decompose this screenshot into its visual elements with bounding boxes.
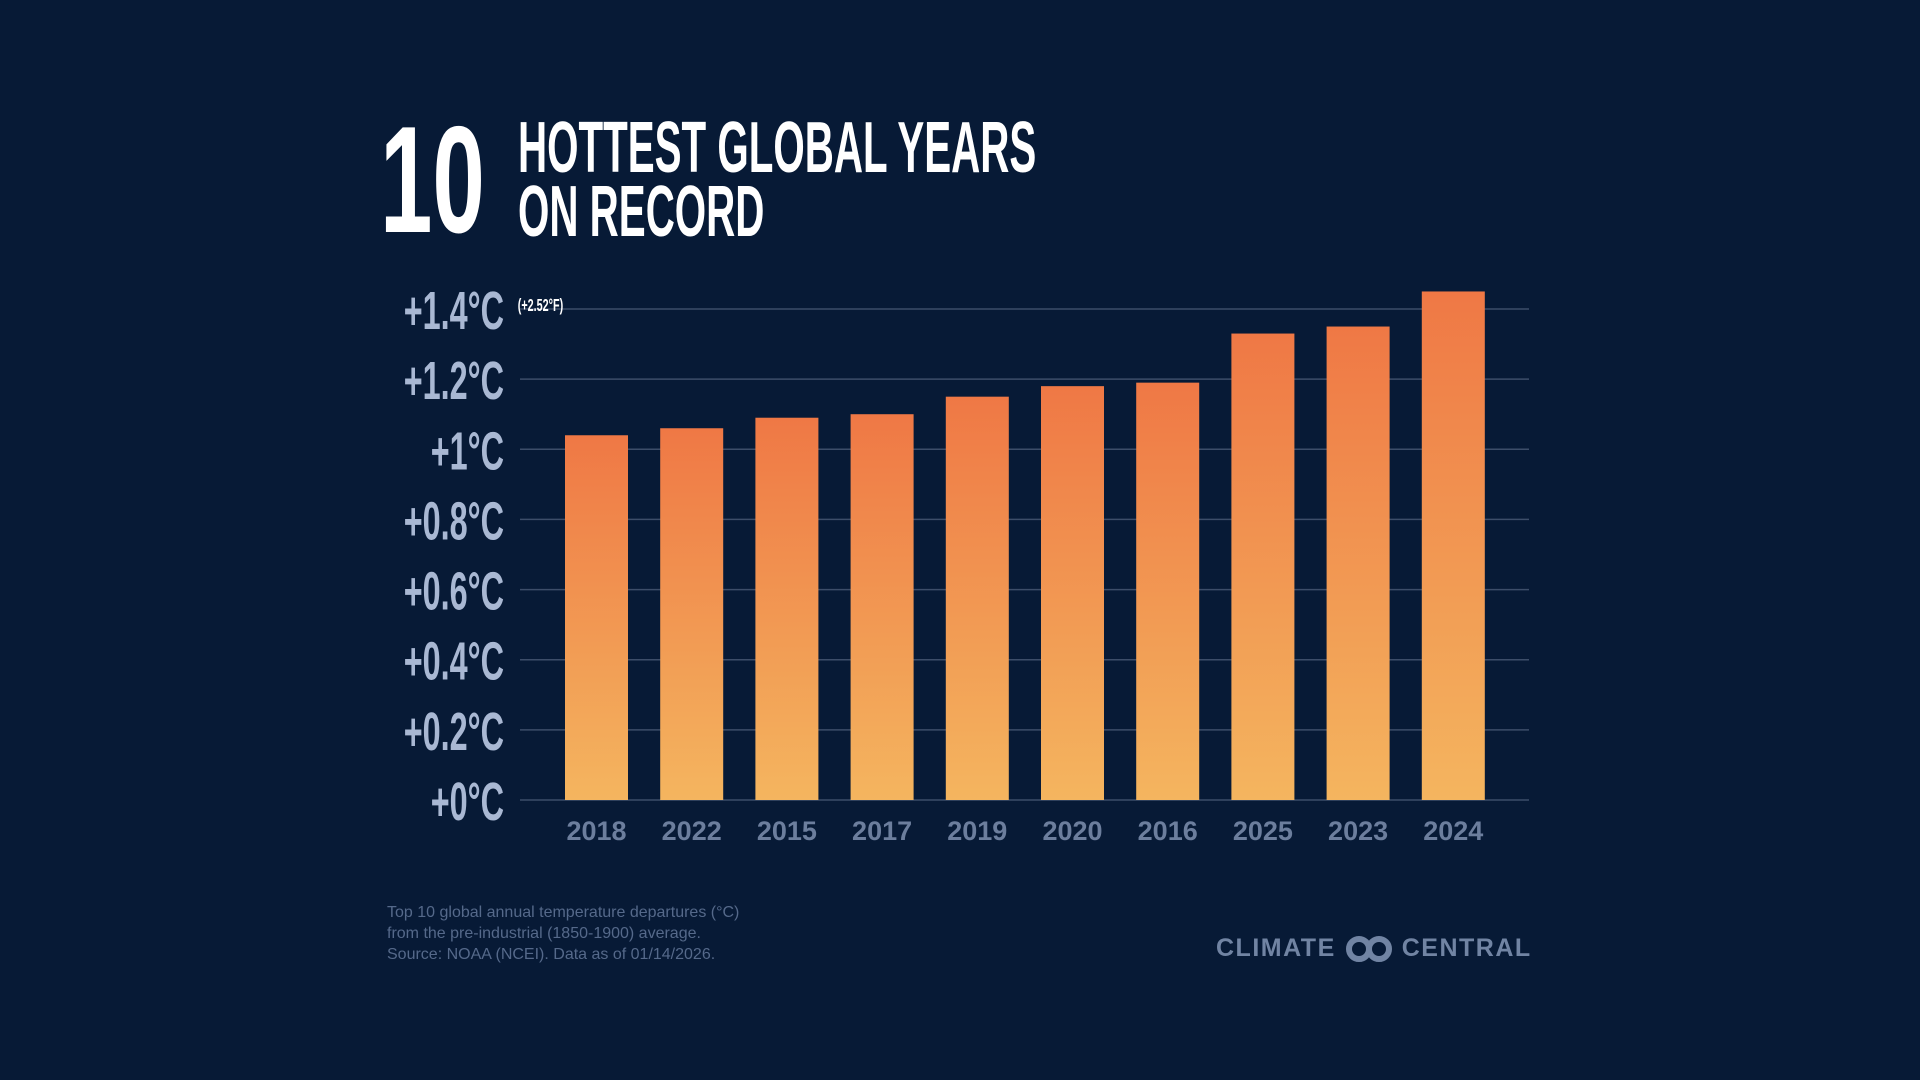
x-tick-label: 2018: [566, 816, 626, 846]
linked-circles-icon: [1345, 935, 1392, 962]
bar-2025: [1231, 333, 1295, 800]
climate-central-logo: CLIMATE CENTRAL: [1216, 934, 1532, 963]
y-tick-label: +0.4°C: [404, 632, 504, 691]
y-tick-label: +0.2°C: [404, 703, 504, 762]
bar-2017: [850, 414, 914, 800]
fahrenheit-annotation: (+2.52°F): [518, 296, 563, 315]
y-tick-label: +0.6°C: [404, 562, 504, 621]
x-tick-label: 2015: [757, 816, 817, 846]
bar-2019: [945, 396, 1009, 800]
bar-2022: [660, 428, 724, 800]
logo-text-left: CLIMATE: [1216, 934, 1336, 962]
logo-text-right: CENTRAL: [1401, 934, 1532, 962]
footnote-line-1: Top 10 global annual temperature departu…: [387, 904, 740, 921]
bar-2020: [1041, 386, 1104, 800]
bar-2023: [1326, 326, 1390, 800]
title-number: 10: [380, 95, 485, 265]
footnote-source: Source: NOAA (NCEI). Data as of 01/14/20…: [387, 946, 716, 963]
x-tick-label: 2017: [852, 816, 912, 846]
bar-2018: [565, 435, 628, 800]
bar-2016: [1136, 382, 1200, 800]
y-tick-label: +1.2°C: [404, 352, 504, 411]
bar-2015: [755, 417, 819, 800]
x-tick-label: 2025: [1233, 816, 1293, 846]
x-tick-label: 2020: [1042, 816, 1102, 846]
y-tick-label: +1°C: [431, 422, 504, 481]
y-tick-label: +1.4°C: [404, 282, 504, 341]
page-title: HOTTEST GLOBAL YEARS ON RECORD: [518, 108, 1037, 252]
x-tick-label: 2024: [1423, 816, 1483, 846]
y-tick-label: +0°C: [431, 773, 504, 832]
y-tick-label: +0.8°C: [404, 492, 504, 551]
x-tick-label: 2022: [662, 816, 722, 846]
bar-2024: [1421, 291, 1485, 800]
footnote-line-2: from the pre-industrial (1850-1900) aver…: [387, 925, 701, 942]
x-tick-label: 2016: [1138, 816, 1198, 846]
x-tick-label: 2019: [947, 816, 1007, 846]
title-line-2: ON RECORD: [518, 172, 765, 252]
title-line-1: HOTTEST GLOBAL YEARS: [518, 108, 1037, 188]
x-tick-label: 2023: [1328, 816, 1388, 846]
